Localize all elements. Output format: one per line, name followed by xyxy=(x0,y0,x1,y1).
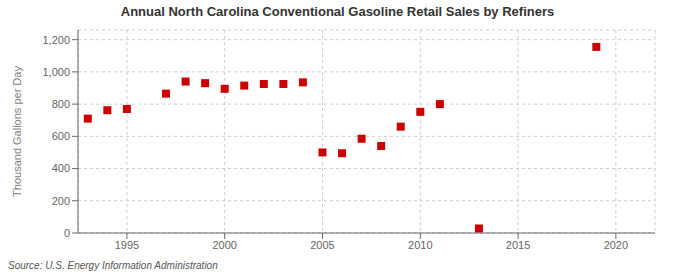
svg-text:800: 800 xyxy=(52,98,70,110)
svg-text:200: 200 xyxy=(52,195,70,207)
svg-text:2015: 2015 xyxy=(506,239,530,251)
svg-text:1,200: 1,200 xyxy=(42,34,70,46)
html-text:Source: U.S. Energy Informatio: Source: U.S. Energy Information Administ… xyxy=(8,260,218,271)
svg-text:2005: 2005 xyxy=(310,239,334,251)
svg-text:2020: 2020 xyxy=(604,239,628,251)
svg-text:1995: 1995 xyxy=(115,239,139,251)
svg-text:2010: 2010 xyxy=(408,239,432,251)
html-text:Annual North Carolina Conventi: Annual North Carolina Conventional Gasol… xyxy=(120,4,555,19)
svg-text:400: 400 xyxy=(52,162,70,174)
svg-text:1,000: 1,000 xyxy=(42,66,70,78)
svg-text:0: 0 xyxy=(64,227,70,239)
svg-text:Thousand Gallons per Day: Thousand Gallons per Day xyxy=(11,66,23,197)
svg-text:600: 600 xyxy=(52,130,70,142)
svg-text:2000: 2000 xyxy=(212,239,236,251)
